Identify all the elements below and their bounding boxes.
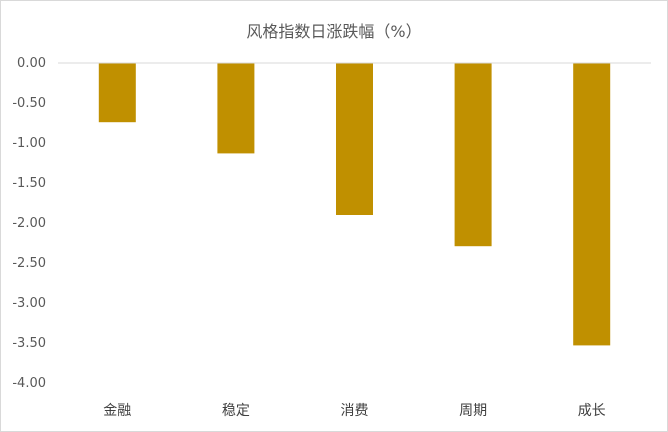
bar-2 bbox=[217, 63, 255, 154]
bar-1 bbox=[98, 63, 136, 123]
x-category-label: 稳定 bbox=[222, 403, 250, 419]
bar-5 bbox=[573, 63, 611, 346]
bar-3 bbox=[336, 63, 373, 215]
x-category-label: 消费 bbox=[341, 403, 369, 419]
y-tick-label: -0.50 bbox=[12, 96, 46, 111]
y-tick-label: -1.50 bbox=[12, 176, 46, 191]
y-tick-label: -3.00 bbox=[12, 296, 46, 311]
chart-title: 风格指数日涨跌幅（%） bbox=[246, 22, 422, 41]
y-tick-label: -1.00 bbox=[12, 136, 46, 151]
x-category-label: 周期 bbox=[459, 403, 487, 419]
y-tick-label: -2.00 bbox=[12, 216, 46, 231]
y-tick-label: -4.00 bbox=[12, 376, 46, 391]
x-category-label: 金融 bbox=[103, 403, 131, 419]
y-tick-label: 0.00 bbox=[17, 56, 46, 71]
y-tick-label: -3.50 bbox=[12, 336, 46, 351]
y-tick-label: -2.50 bbox=[12, 256, 46, 271]
bar-4 bbox=[454, 63, 492, 247]
x-category-label: 成长 bbox=[578, 403, 606, 419]
